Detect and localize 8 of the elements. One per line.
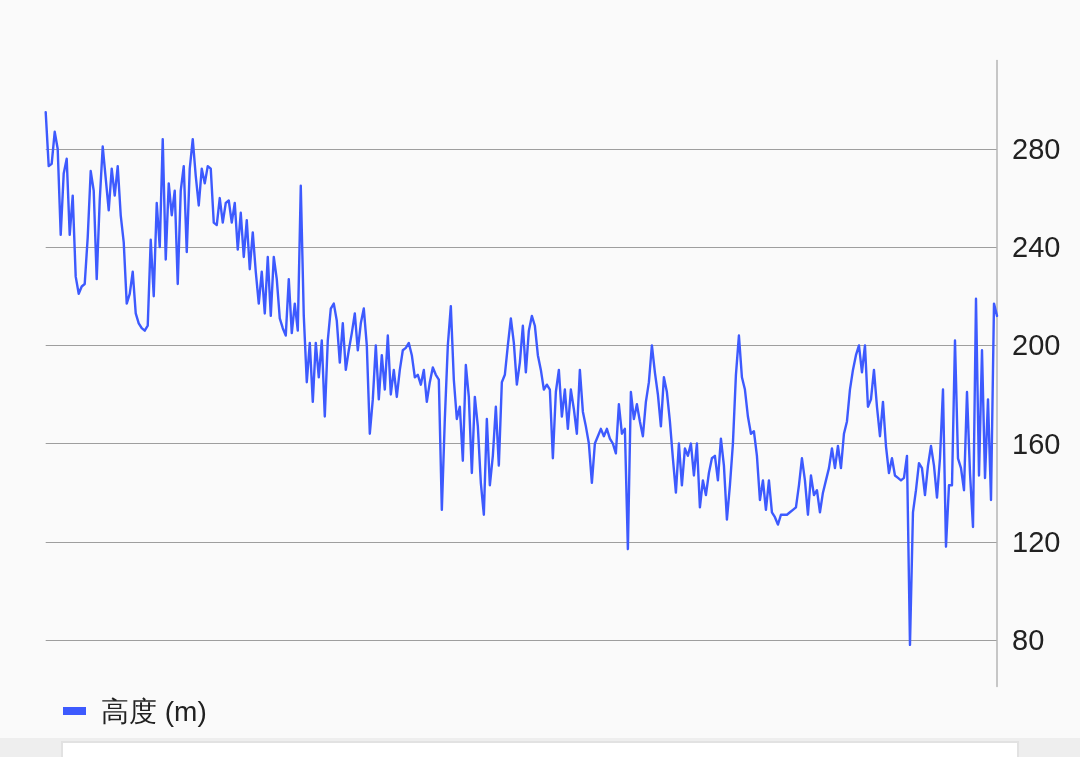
legend-label: 高度 (m) — [101, 695, 207, 727]
y-tick-label: 200 — [1012, 329, 1061, 362]
y-tick-label: 80 — [1012, 623, 1045, 656]
y-tick-label: 120 — [1012, 525, 1061, 558]
y-tick-label: 160 — [1012, 427, 1061, 460]
line-series — [44, 110, 999, 647]
y-tick-label: 240 — [1012, 231, 1061, 264]
y-tick-label: 280 — [1012, 132, 1061, 165]
